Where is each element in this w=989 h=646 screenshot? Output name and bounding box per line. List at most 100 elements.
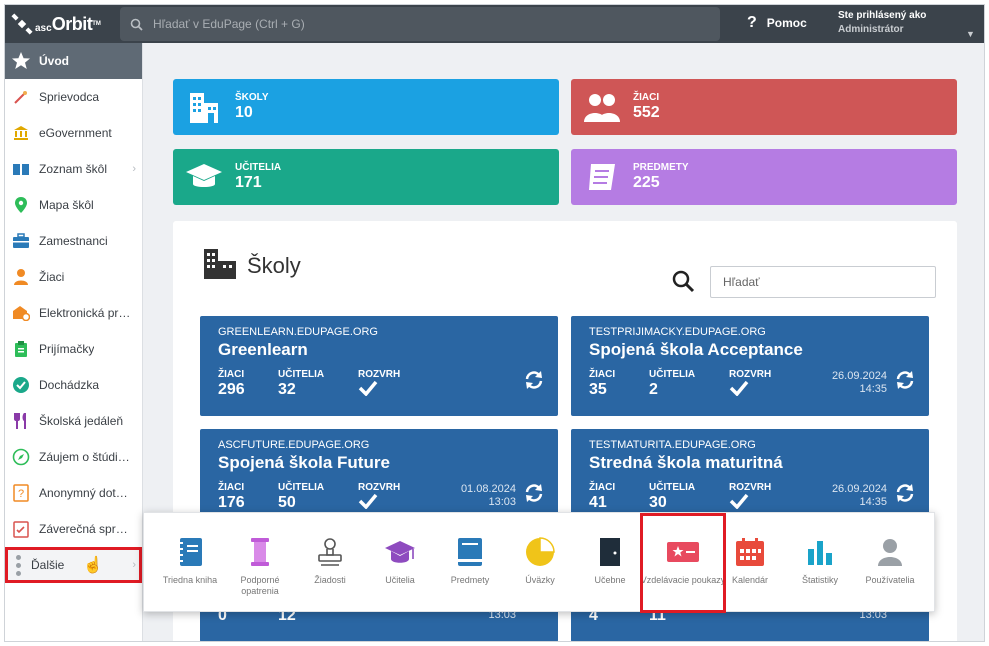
school-search-input[interactable] xyxy=(710,266,936,298)
graduation-cap-icon xyxy=(384,535,416,569)
menu-item-label: Podporné opatrenia xyxy=(240,575,280,596)
update-time: 13:03 xyxy=(488,496,516,508)
stat-ucitelia: UČITELIA 30 xyxy=(649,482,695,512)
global-search-box[interactable] xyxy=(120,7,720,41)
sidebar-item-zoznam-skol[interactable]: Zoznam škôl › xyxy=(5,151,142,187)
menu-item-uvazky[interactable]: Úväzky xyxy=(506,513,574,613)
stat-ziaci: ŽIACI 176 xyxy=(218,482,245,512)
sidebar-item-label: Elektronická pr… xyxy=(39,306,131,320)
menu-item-predmety[interactable]: Predmety xyxy=(436,513,504,613)
menu-item-triedna-kniha[interactable]: Triedna kniha xyxy=(156,513,224,613)
tile-skoly[interactable]: ŠKOLY 10 xyxy=(173,79,559,135)
sidebar-item-label: Úvod xyxy=(39,54,69,68)
school-domain: GREENLEARN.EDUPAGE.ORG xyxy=(218,326,378,338)
sidebar-item-dochadzka[interactable]: Dochádzka xyxy=(5,367,142,403)
menu-item-podporne-opatrenia[interactable]: Podporné opatrenia xyxy=(226,513,294,613)
school-card-greenlearn[interactable]: GREENLEARN.EDUPAGE.ORG Greenlearn ŽIACI 2… xyxy=(200,316,558,416)
sync-icon[interactable] xyxy=(895,370,915,395)
wand-icon xyxy=(10,87,32,107)
menu-item-label: Predmety xyxy=(450,575,490,585)
stat-value: 35 xyxy=(589,381,607,398)
update-date: 26.09.2024 xyxy=(831,483,887,495)
menu-item-ucitelia[interactable]: Učitelia xyxy=(366,513,434,613)
sidebar-item-dalsie[interactable]: Ďalšie ☝ › xyxy=(5,547,142,583)
sidebar-item-uvod[interactable]: Úvod xyxy=(5,43,142,79)
clipboard-icon xyxy=(10,339,32,359)
tile-ucitelia[interactable]: UČITELIA 171 xyxy=(173,149,559,205)
satellite-icon xyxy=(11,13,33,35)
student-icon xyxy=(10,267,32,287)
school-name: Stredná škola maturitná xyxy=(589,453,783,472)
users-icon xyxy=(571,90,633,124)
update-time: 14:35 xyxy=(859,496,887,508)
graduation-cap-icon xyxy=(173,162,235,192)
sync-icon[interactable] xyxy=(524,483,544,508)
menu-item-vzdelavacie-poukazy[interactable]: Vzdelávacie poukazy xyxy=(640,513,726,613)
sidebar-item-zaverecna-sprava[interactable]: Záverečná spr… xyxy=(5,511,142,547)
timetable-updated: 26.09.2024 14:35 xyxy=(832,483,887,509)
sidebar-item-label: eGovernment xyxy=(39,126,112,140)
stat-value: 30 xyxy=(649,494,667,511)
sidebar-item-prijimacky[interactable]: Prijímačky xyxy=(5,331,142,367)
sidebar-item-anonymny-dotaznik[interactable]: ? Anonymný dot… xyxy=(5,475,142,511)
stat-rozvrh: ROZVRH xyxy=(729,482,771,512)
sidebar-item-label: Žiaci xyxy=(39,270,65,284)
sidebar-item-elektronicka-prihlaska[interactable]: Elektronická pr… xyxy=(5,295,142,331)
tile-value: 552 xyxy=(633,104,660,121)
search-icon[interactable] xyxy=(671,269,695,298)
sidebar-item-zaujem-o-studium[interactable]: Záujem o štúdi… xyxy=(5,439,142,475)
tile-ziaci[interactable]: ŽIACI 552 xyxy=(571,79,957,135)
sidebar-item-label: Zamestnanci xyxy=(39,234,108,248)
help-button[interactable]: ? Pomoc xyxy=(747,14,807,32)
sidebar-item-zamestnanci[interactable]: Zamestnanci xyxy=(5,223,142,259)
sidebar-item-ziaci[interactable]: Žiaci xyxy=(5,259,142,295)
sidebar-item-label: Dochádzka xyxy=(39,378,100,392)
sync-icon[interactable] xyxy=(524,370,544,395)
stat-ziaci: ŽIACI 41 xyxy=(589,482,615,512)
school-card-testprijimacky[interactable]: TESTPRIJIMACKY.EDUPAGE.ORG Spojená škola… xyxy=(571,316,929,416)
voucher-icon xyxy=(666,535,700,569)
timetable-updated: 13:03 xyxy=(488,596,516,622)
sidebar-item-mapa-skol[interactable]: Mapa škôl xyxy=(5,187,142,223)
user-menu[interactable]: Ste prihlásený ako Administrátor ▼ xyxy=(838,9,975,39)
sidebar-item-sprievodca[interactable]: Sprievodca xyxy=(5,79,142,115)
menu-item-ucebne[interactable]: Učebne xyxy=(576,513,644,613)
menu-item-ziadosti[interactable]: Žiadosti xyxy=(296,513,364,613)
help-label: Pomoc xyxy=(766,16,807,30)
schools-title-text: Školy xyxy=(247,253,301,278)
sidebar-item-label: Mapa škôl xyxy=(39,198,94,212)
bank-icon xyxy=(10,123,32,143)
menu-item-kalendar[interactable]: Kalendár xyxy=(716,513,784,613)
menu-item-pouzivatelia[interactable]: Používatelia xyxy=(856,513,924,613)
ascorbit-logo[interactable]: asc Orbit TM xyxy=(11,11,101,37)
update-time: 13:03 xyxy=(488,609,516,621)
school-name: Spojená škola Acceptance xyxy=(589,340,803,359)
stat-label: UČITELIA xyxy=(649,482,696,493)
stat-label: ROZVRH xyxy=(729,482,772,493)
tile-value: 171 xyxy=(235,174,262,191)
menu-item-statistiky[interactable]: Štatistiky xyxy=(786,513,854,613)
tile-predmety[interactable]: PREDMETY 225 xyxy=(571,149,957,205)
stat-rozvrh: ROZVRH xyxy=(358,482,400,512)
timetable-updated: 01.08.2024 13:03 xyxy=(461,483,516,509)
global-search-input[interactable] xyxy=(153,17,693,31)
star-icon xyxy=(10,51,32,71)
top-bar: asc Orbit TM ? Pomoc Ste prihlásený ako … xyxy=(5,5,984,43)
update-time: 13:03 xyxy=(859,609,887,621)
notebook-icon xyxy=(177,535,203,569)
sidebar-item-skolska-jedalen[interactable]: Školská jedáleň xyxy=(5,403,142,439)
building-icon xyxy=(173,89,235,125)
stat-value: 0 xyxy=(218,607,227,624)
caret-down-icon: ▼ xyxy=(966,29,975,39)
building-icon xyxy=(203,247,237,285)
pie-chart-icon xyxy=(525,535,555,569)
checkmark-icon xyxy=(358,380,378,397)
user-status-label: Ste prihlásený ako xyxy=(838,10,927,21)
stat-value: 296 xyxy=(218,381,245,398)
sync-icon[interactable] xyxy=(895,483,915,508)
map-book-icon xyxy=(10,159,32,179)
stat-rozvrh: ROZVRH xyxy=(358,369,400,399)
sidebar-item-egovernment[interactable]: eGovernment xyxy=(5,115,142,151)
stat-ziaci: ŽIACI 296 xyxy=(218,369,245,399)
checkmark-icon xyxy=(729,380,749,397)
